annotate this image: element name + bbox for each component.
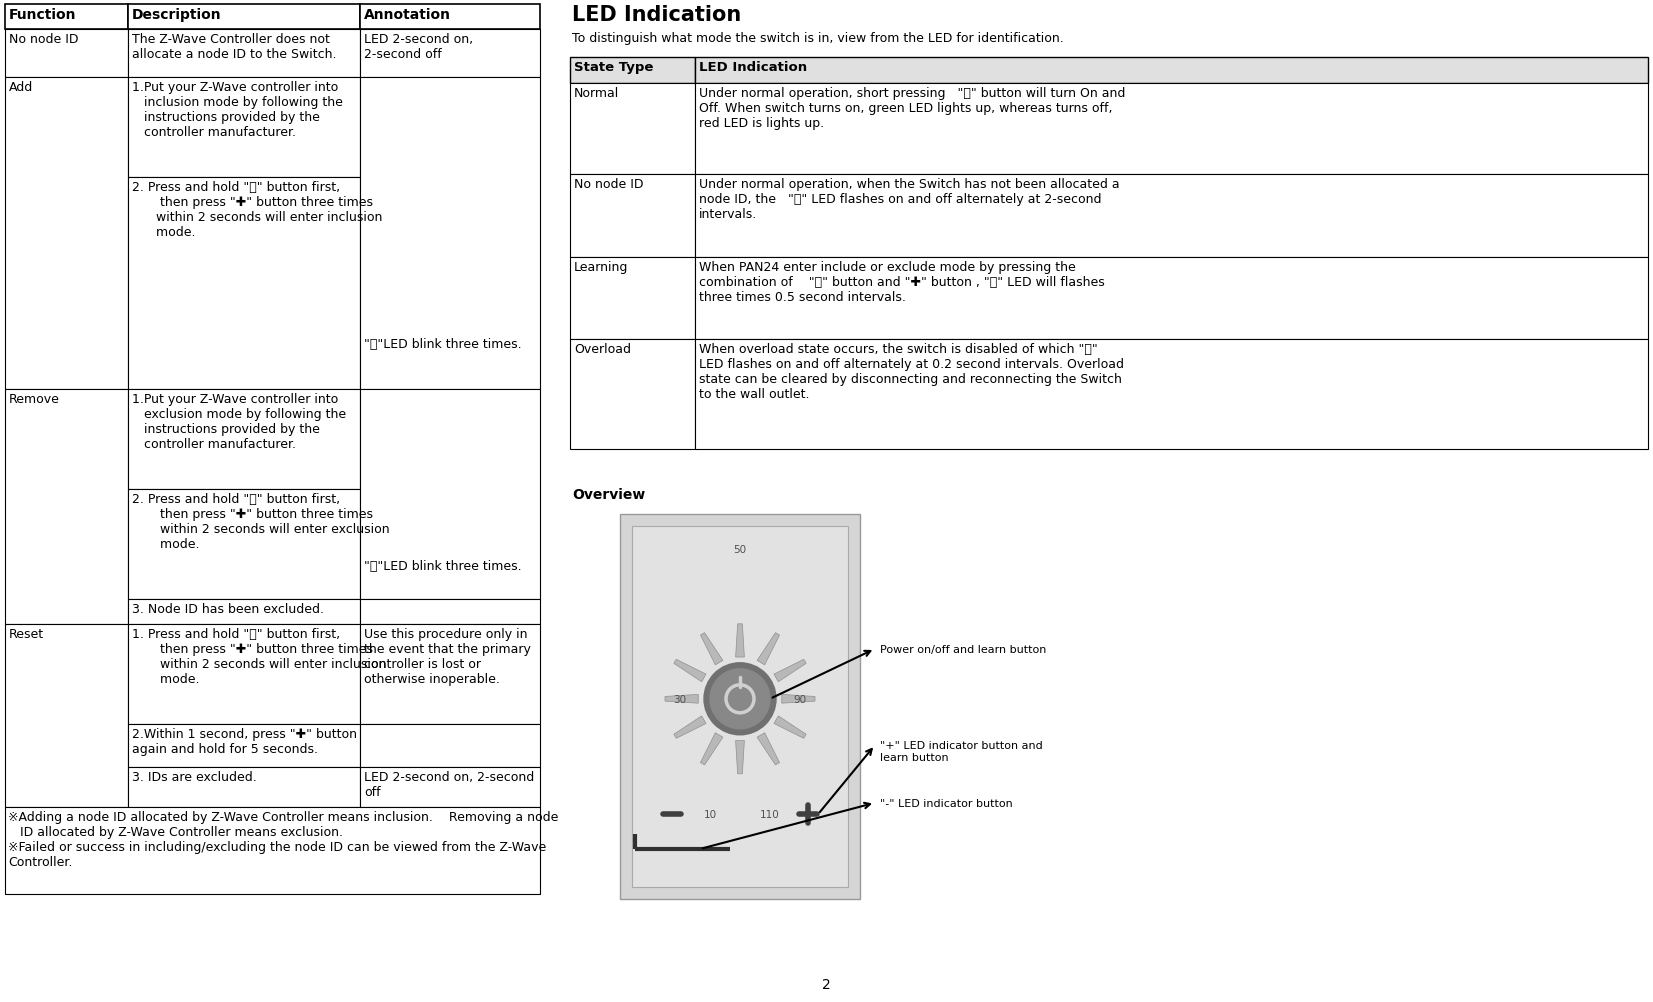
Bar	[360, 30, 541, 78]
Text: No node ID: No node ID	[8, 33, 78, 46]
Bar	[127, 490, 360, 599]
Bar	[570, 84, 694, 174]
Polygon shape	[736, 624, 744, 657]
Text: "⏻"LED blink three times.: "⏻"LED blink three times.	[364, 559, 522, 572]
Bar	[360, 78, 541, 390]
Text: ※Adding a node ID allocated by Z-Wave Controller means inclusion.    Removing a : ※Adding a node ID allocated by Z-Wave Co…	[8, 811, 559, 868]
Circle shape	[711, 669, 770, 729]
Bar	[620, 514, 860, 899]
Polygon shape	[757, 733, 780, 766]
Bar	[694, 58, 1648, 84]
Text: No node ID: No node ID	[574, 177, 643, 190]
Text: Overview: Overview	[572, 488, 645, 501]
Text: Description: Description	[132, 8, 222, 22]
Text: Power on/off and learn button: Power on/off and learn button	[879, 644, 1046, 654]
Polygon shape	[774, 659, 807, 682]
Bar	[127, 390, 360, 490]
Polygon shape	[736, 740, 744, 774]
Bar	[360, 768, 541, 808]
Text: 30: 30	[673, 694, 686, 704]
Bar	[570, 58, 694, 84]
Bar	[570, 258, 694, 340]
Bar	[360, 624, 541, 724]
Bar	[360, 599, 541, 624]
Bar	[5, 5, 127, 30]
Bar	[127, 177, 360, 390]
Polygon shape	[774, 716, 807, 738]
Text: 1.Put your Z-Wave controller into
   exclusion mode by following the
   instruct: 1.Put your Z-Wave controller into exclus…	[132, 393, 345, 451]
Text: Add: Add	[8, 81, 33, 94]
Text: LED 2-second on, 2-second
off: LED 2-second on, 2-second off	[364, 771, 534, 799]
Text: 2. Press and hold "⏻" button first,
       then press "✚" button three times
   : 2. Press and hold "⏻" button first, then…	[132, 493, 390, 550]
Bar	[5, 390, 127, 624]
Bar	[694, 174, 1648, 258]
Polygon shape	[674, 716, 706, 738]
Bar	[694, 340, 1648, 450]
Text: Under normal operation, short pressing   "⏻" button will turn On and
Off. When s: Under normal operation, short pressing "…	[699, 87, 1126, 130]
Text: "⏻"LED blink three times.: "⏻"LED blink three times.	[364, 338, 522, 351]
Polygon shape	[701, 633, 722, 665]
Bar	[360, 5, 541, 30]
Text: Remove: Remove	[8, 393, 60, 406]
Polygon shape	[782, 694, 815, 703]
Bar	[694, 84, 1648, 174]
Text: 3. Node ID has been excluded.: 3. Node ID has been excluded.	[132, 602, 324, 615]
Bar	[360, 390, 541, 599]
Text: 2: 2	[822, 977, 830, 991]
Bar	[127, 724, 360, 768]
Text: To distinguish what mode the switch is in, view from the LED for identification.: To distinguish what mode the switch is i…	[572, 32, 1065, 45]
Bar	[694, 258, 1648, 340]
Text: Overload: Overload	[574, 343, 631, 356]
Bar	[360, 724, 541, 768]
Text: 3. IDs are excluded.: 3. IDs are excluded.	[132, 771, 256, 784]
Text: 50: 50	[734, 544, 747, 554]
Text: Annotation: Annotation	[364, 8, 451, 22]
Text: State Type: State Type	[574, 61, 653, 74]
Polygon shape	[674, 659, 706, 682]
Polygon shape	[701, 733, 722, 766]
Text: 2.Within 1 second, press "✚" button
again and hold for 5 seconds.: 2.Within 1 second, press "✚" button agai…	[132, 727, 357, 756]
Circle shape	[704, 663, 775, 735]
Text: Function: Function	[8, 8, 76, 22]
Bar	[5, 808, 541, 894]
Text: The Z-Wave Controller does not
allocate a node ID to the Switch.: The Z-Wave Controller does not allocate …	[132, 33, 337, 61]
Bar	[127, 599, 360, 624]
Text: LED 2-second on,
2-second off: LED 2-second on, 2-second off	[364, 33, 473, 61]
Bar	[570, 174, 694, 258]
Text: Use this procedure only in
the event that the primary
controller is lost or
othe: Use this procedure only in the event tha…	[364, 627, 531, 685]
Bar	[5, 624, 127, 808]
Bar	[127, 624, 360, 724]
Bar	[631, 526, 848, 887]
Text: 1. Press and hold "⏻" button first,
       then press "✚" button three times
   : 1. Press and hold "⏻" button first, then…	[132, 627, 387, 685]
Text: "+"​ LED indicator button and
learn button: "+"​ LED indicator button and learn butt…	[879, 740, 1043, 762]
Bar	[5, 78, 127, 390]
Text: Reset: Reset	[8, 627, 45, 640]
Bar	[127, 768, 360, 808]
Bar	[5, 30, 127, 78]
Polygon shape	[757, 633, 780, 665]
Bar	[127, 5, 360, 30]
Text: 110: 110	[760, 810, 780, 820]
Text: 10: 10	[704, 810, 716, 820]
Text: Learning: Learning	[574, 261, 628, 274]
Text: When overload state occurs, the switch is disabled of which "⏻"
LED flashes on a: When overload state occurs, the switch i…	[699, 343, 1124, 401]
Bar	[570, 340, 694, 450]
Bar	[127, 78, 360, 177]
Text: When PAN24 enter include or exclude mode by pressing the
combination of    "⏻" b: When PAN24 enter include or exclude mode…	[699, 261, 1104, 304]
Text: "-"​ LED indicator button: "-"​ LED indicator button	[879, 798, 1013, 808]
Text: LED Indication: LED Indication	[572, 5, 741, 25]
Text: 90: 90	[793, 694, 807, 704]
Text: LED Indication: LED Indication	[699, 61, 807, 74]
Text: 1.Put your Z-Wave controller into
   inclusion mode by following the
   instruct: 1.Put your Z-Wave controller into inclus…	[132, 81, 342, 139]
Text: Normal: Normal	[574, 87, 620, 100]
Text: Under normal operation, when the Switch has not been allocated a
node ID, the   : Under normal operation, when the Switch …	[699, 177, 1119, 220]
Text: 2. Press and hold "⏻" button first,
       then press "✚" button three times
   : 2. Press and hold "⏻" button first, then…	[132, 180, 382, 238]
Bar	[127, 30, 360, 78]
Polygon shape	[665, 694, 698, 703]
